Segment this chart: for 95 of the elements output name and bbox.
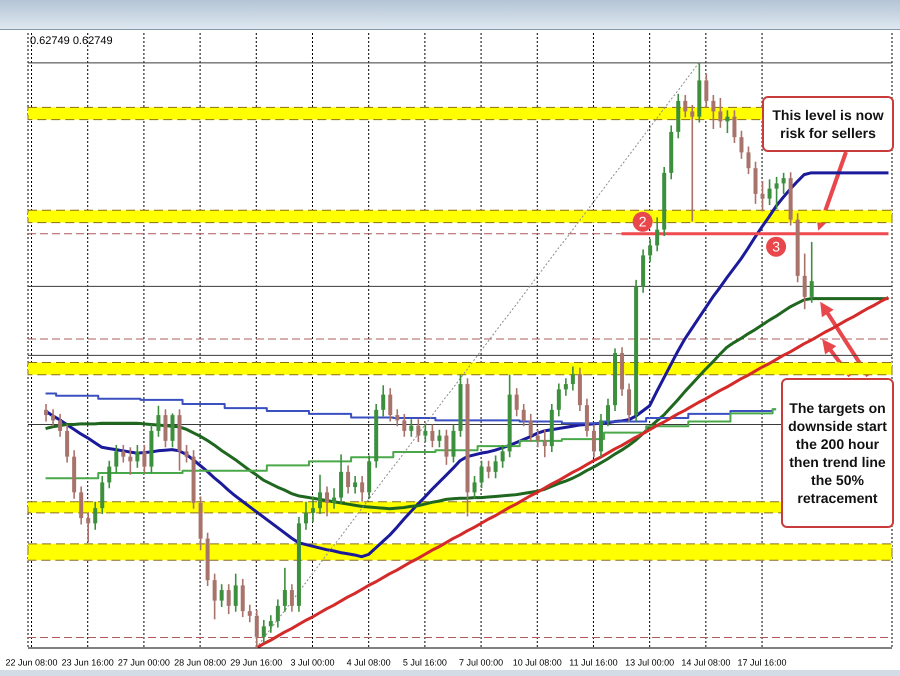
candlestick	[114, 444, 118, 474]
candlestick	[226, 583, 231, 615]
x-tick-label: 27 Jun 00:00	[118, 657, 170, 668]
candlestick	[276, 598, 280, 628]
candlestick	[395, 408, 400, 428]
candlestick	[290, 583, 294, 613]
candlestick	[93, 500, 98, 531]
candlestick	[592, 424, 596, 458]
candlestick	[514, 387, 519, 418]
candlestick	[128, 446, 132, 476]
candlestick	[774, 176, 779, 210]
candlestick	[184, 444, 189, 464]
candlestick	[732, 109, 736, 144]
x-tick-label: 13 Jul 00:00	[625, 657, 674, 668]
text: 0.62749 0.62749	[30, 35, 113, 47]
candlestick	[135, 444, 140, 469]
x-tick-label: 7 Jul 00:00	[459, 657, 504, 668]
x-tick-label: 23 Jun 16:00	[62, 657, 114, 668]
x-tick-label: 29 Jun 16:00	[230, 657, 282, 668]
candlestick	[353, 475, 358, 494]
candlestick	[51, 408, 56, 428]
candlestick	[536, 428, 540, 448]
candlestick	[423, 424, 428, 443]
candlestick	[304, 500, 308, 531]
candlestick	[346, 464, 350, 494]
candlestick	[542, 428, 547, 458]
candlestick	[480, 460, 484, 490]
candlestick	[318, 474, 322, 515]
x-tick-label: 3 Jul 00:00	[290, 657, 335, 668]
candlestick	[500, 444, 505, 469]
candlestick	[381, 384, 386, 418]
candlestick	[528, 413, 533, 443]
candlestick	[332, 487, 336, 510]
candlestick	[704, 73, 708, 108]
annotation: 2	[638, 214, 647, 230]
candlestick	[802, 252, 807, 310]
candlestick	[683, 94, 688, 118]
candlestick	[44, 403, 48, 422]
candlestick	[444, 428, 448, 466]
candlestick	[486, 460, 491, 480]
candlestick	[570, 366, 575, 392]
annotation: 3	[772, 238, 780, 255]
candlestick	[220, 583, 224, 608]
annotation: This level is now risk for sellers	[771, 106, 885, 142]
x-tick-label: 28 Jun 08:00	[174, 657, 226, 668]
x-tick-label: 4 Jul 08:00	[346, 657, 391, 668]
candlestick	[430, 424, 434, 448]
candlestick	[810, 241, 814, 304]
x-tick-label: 22 Jun 08:00	[5, 657, 58, 668]
candlestick	[310, 496, 315, 523]
x-tick-label: 14 Jul 08:00	[681, 657, 730, 668]
candlestick	[156, 404, 160, 438]
candlestick	[254, 609, 259, 648]
candlestick	[86, 511, 90, 543]
annotation: The targets on downside start the 200 hour then trend line the 50% retracement	[787, 399, 888, 507]
candlestick	[248, 604, 252, 624]
x-tick-label: 11 Jul 16:00	[569, 657, 618, 668]
candlestick	[282, 567, 287, 613]
candlestick	[402, 413, 406, 438]
candlestick	[58, 413, 62, 438]
x-tick-label: 17 Jul 16:00	[738, 657, 787, 668]
callout-box: The targets on downside start the 200 hour then trend line the 50% retracement	[781, 378, 894, 528]
candlestick	[121, 444, 126, 464]
candlestick	[760, 180, 765, 212]
candlestick	[711, 94, 716, 130]
candlestick	[746, 146, 750, 175]
candlestick	[268, 614, 273, 634]
candlestick	[360, 475, 364, 503]
candlestick	[725, 109, 730, 134]
candlestick	[142, 444, 146, 474]
candlestick	[739, 130, 744, 160]
candlestick	[494, 454, 498, 480]
candlestick	[416, 418, 420, 443]
callout-box: This level is now risk for sellers	[762, 96, 894, 152]
candlestick	[556, 382, 561, 418]
candlestick	[388, 387, 392, 422]
candlestick	[655, 216, 660, 252]
candlestick	[234, 572, 238, 613]
candlestick	[437, 428, 442, 448]
candlestick	[262, 619, 266, 644]
candlestick	[690, 104, 694, 222]
candlestick	[107, 460, 112, 490]
candlestick	[782, 172, 786, 195]
x-tick-label: 5 Jul 16:00	[402, 657, 447, 668]
candlestick	[522, 403, 526, 428]
candlestick	[606, 398, 610, 428]
candlestick	[472, 475, 477, 500]
candlestick	[648, 238, 652, 263]
x-tick-label: 10 Jul 08:00	[512, 657, 562, 668]
candlestick	[212, 572, 217, 620]
candlestick	[325, 486, 330, 518]
candlestick	[718, 97, 722, 129]
candlestick	[409, 418, 414, 438]
candlestick	[768, 178, 772, 206]
candlestick	[564, 377, 568, 397]
